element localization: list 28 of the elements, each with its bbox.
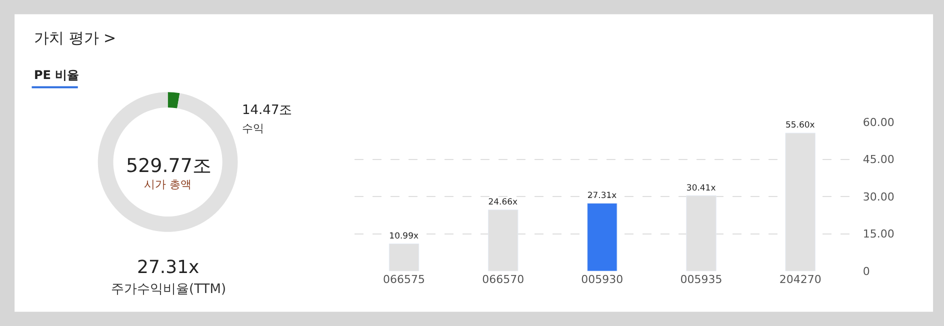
donut-slice bbox=[98, 92, 238, 232]
bar bbox=[388, 244, 420, 272]
x-tick-label: 204270 bbox=[779, 273, 822, 286]
bar bbox=[587, 203, 618, 272]
data-label: 55.60x bbox=[785, 120, 815, 131]
x-tick-label: 005935 bbox=[680, 273, 722, 286]
y-tick-label: 45.00 bbox=[862, 153, 894, 166]
y-tick-label: 60.00 bbox=[862, 116, 894, 129]
text: 시가 총액 bbox=[144, 178, 192, 191]
chart-subtitle: PE 비율 bbox=[34, 68, 80, 82]
y-tick-label: 0 bbox=[862, 264, 870, 278]
donut-slice bbox=[168, 92, 180, 108]
text: 27.31x bbox=[137, 257, 200, 278]
text: 주가수익비율(TTM) bbox=[111, 282, 226, 297]
data-label: 24.66x bbox=[488, 198, 518, 208]
x-tick-label: 066570 bbox=[482, 273, 524, 286]
x-tick-label: 066575 bbox=[383, 273, 426, 286]
text: 14.47조 bbox=[242, 103, 292, 118]
y-tick-label: 30.00 bbox=[862, 190, 894, 204]
data-label: 27.31x bbox=[587, 190, 617, 201]
chart-title: 가치 평가 > bbox=[34, 29, 116, 47]
y-tick-label: 15.00 bbox=[862, 228, 894, 241]
data-label: 10.99x bbox=[389, 231, 418, 242]
text: 529.77조 bbox=[126, 155, 212, 177]
bar bbox=[785, 132, 816, 272]
x-tick-label: 005930 bbox=[581, 273, 624, 286]
text: 수익 bbox=[242, 122, 264, 135]
data-label: 30.41x bbox=[686, 183, 716, 194]
